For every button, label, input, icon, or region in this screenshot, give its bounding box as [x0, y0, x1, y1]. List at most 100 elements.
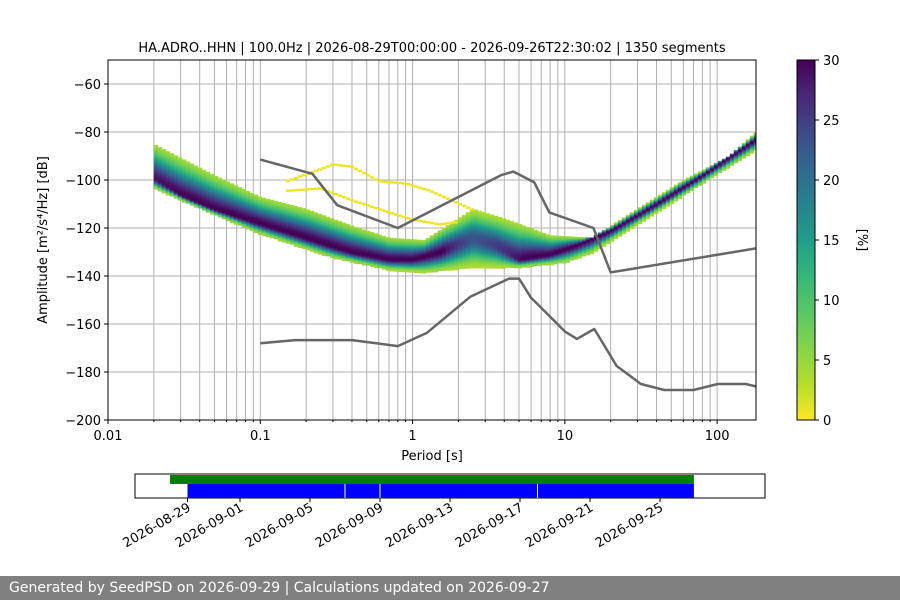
heatmap-cell: [461, 214, 467, 218]
heatmap-outlier-cell: [333, 163, 339, 166]
heatmap-outlier-cell: [345, 197, 351, 201]
heatmap-cell: [689, 188, 695, 192]
heatmap-cell: [153, 154, 159, 158]
x-axis-label: Period [s]: [401, 449, 463, 464]
heatmap-cell: [493, 266, 499, 269]
heatmap-outlier-cell: [413, 218, 419, 222]
heatmap-cell: [277, 221, 283, 224]
heatmap-cell: [453, 259, 459, 262]
heatmap-cell: [697, 183, 703, 186]
heatmap-cell: [473, 244, 479, 247]
heatmap-outlier-cell: [369, 205, 375, 209]
heatmap-cell: [465, 266, 471, 269]
heatmap-cell: [377, 265, 383, 269]
heatmap-cell: [501, 230, 507, 233]
heatmap-outlier-cell: [361, 171, 367, 175]
heatmap-cell: [729, 163, 735, 166]
heatmap-cell: [341, 253, 347, 257]
heatmap-outlier-cell: [441, 195, 447, 199]
heatmap-cell: [541, 259, 547, 262]
heatmap-cell: [425, 263, 431, 266]
heatmap-cell: [209, 205, 215, 208]
heatmap-cell: [561, 240, 567, 244]
heatmap-cell: [481, 266, 487, 269]
heatmap-cell: [481, 230, 487, 233]
x-axis-ticks: 0.01 0.1 1 10 100: [94, 420, 730, 444]
heatmap-cell: [593, 249, 599, 252]
heatmap-cell: [233, 196, 239, 199]
heatmap-cell: [433, 263, 439, 267]
heatmap-outlier-cell: [385, 180, 391, 184]
heatmap-cell: [305, 247, 311, 251]
heatmap-cell: [253, 230, 259, 234]
heatmap-cell: [281, 222, 287, 225]
heatmap-cell: [545, 240, 551, 243]
heatmap-cell: [337, 234, 343, 237]
heatmap-cell: [161, 182, 167, 186]
heatmap-cell: [397, 253, 403, 257]
heatmap-cell: [317, 229, 323, 232]
heatmap-cell: [717, 162, 723, 165]
heatmap-cell: [593, 245, 599, 249]
heatmap-cell: [153, 172, 159, 176]
colorbar-tick-label: 10: [823, 294, 840, 309]
heatmap-cell: [313, 226, 319, 230]
reference-model-layer: [259, 158, 756, 392]
heatmap-cell: [253, 209, 259, 212]
heatmap-cell: [217, 188, 223, 191]
heatmap-cell: [377, 251, 383, 254]
heatmap-cell: [653, 211, 659, 215]
heatmap-cell: [257, 212, 263, 215]
heatmap-cell: [173, 173, 179, 176]
heatmap-cell: [261, 200, 267, 203]
heatmap-cell: [453, 242, 459, 246]
heatmap-cell: [473, 256, 479, 259]
heatmap-cell: [493, 226, 499, 230]
heatmap-cell: [265, 213, 271, 216]
heatmap-cell: [345, 250, 351, 253]
heatmap-cell: [553, 257, 559, 260]
heatmap-cell: [741, 156, 747, 159]
heatmap-cell: [205, 200, 211, 204]
heatmap-cell: [185, 199, 191, 203]
heatmap-cell: [485, 216, 491, 220]
heatmap-cell: [397, 268, 403, 271]
heatmap-outlier-cell: [309, 187, 315, 191]
heatmap-cell: [401, 263, 407, 267]
heatmap-cell: [409, 251, 415, 254]
heatmap-cell: [313, 244, 319, 248]
heatmap-cell: [305, 246, 311, 250]
heatmap-cell: [385, 245, 391, 249]
heatmap-cell: [465, 237, 471, 240]
heatmap-cell: [285, 240, 291, 243]
heatmap-cell: [557, 258, 563, 261]
heatmap-cell: [481, 224, 487, 227]
heatmap-cell: [177, 159, 183, 163]
heatmap-layer: [153, 132, 756, 274]
heatmap-cell: [481, 248, 487, 251]
heatmap-outlier-cell: [285, 189, 291, 192]
heatmap-cell: [469, 222, 475, 226]
y-tick-label: −60: [74, 78, 101, 93]
heatmap-cell: [177, 183, 183, 187]
heatmap-cell: [213, 184, 219, 187]
heatmap-outlier-cell: [417, 219, 423, 223]
heatmap-cell: [553, 240, 559, 243]
heatmap-cell: [477, 266, 483, 269]
heatmap-cell: [477, 219, 483, 222]
colorbar-tick-label: 0: [823, 414, 831, 429]
heatmap-cell: [177, 195, 183, 199]
heatmap-cell: [221, 203, 227, 207]
heatmap-outlier-cell: [341, 164, 347, 167]
heatmap-cell: [425, 254, 431, 258]
heatmap-cell: [373, 239, 379, 242]
heatmap-cell: [309, 231, 315, 234]
heatmap-cell: [333, 225, 339, 229]
heatmap-cell: [293, 224, 299, 227]
heatmap-cell: [333, 256, 339, 260]
heatmap-cell: [457, 222, 463, 225]
heatmap-cell: [461, 220, 467, 224]
heatmap-cell: [509, 227, 515, 230]
heatmap-cell: [253, 203, 259, 206]
heatmap-cell: [557, 260, 563, 264]
